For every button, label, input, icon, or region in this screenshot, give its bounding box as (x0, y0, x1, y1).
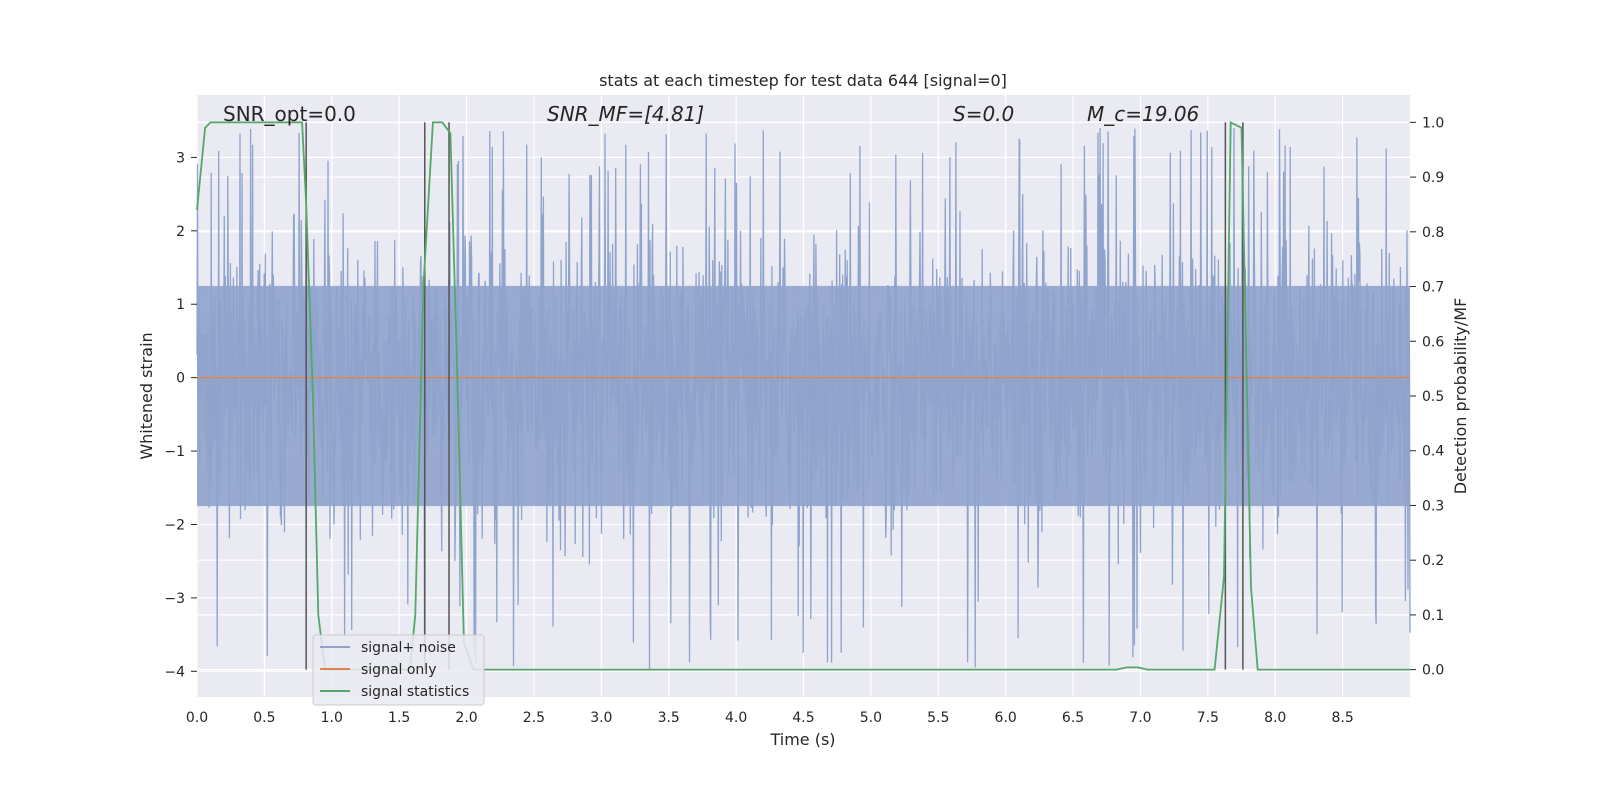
x-tick-label: 3.5 (658, 710, 680, 726)
x-axis-title: Time (s) (769, 730, 835, 749)
y-tick-label: −4 (164, 664, 185, 680)
legend-label-signal: signal only (361, 662, 436, 678)
series-signal-statistics (196, 120, 1410, 671)
annotation-s: S=0.0 (953, 102, 1014, 126)
y2-tick-label: 0.9 (1422, 170, 1444, 186)
x-tick-label: 5.0 (860, 710, 882, 726)
legend-label-stats: signal statistics (361, 684, 469, 700)
y2-tick-label: 0.2 (1422, 553, 1444, 569)
chart-title: stats at each timestep for test data 644… (599, 71, 1007, 90)
y2-axis-ticks: 1.0 0.9 0.8 0.7 0.6 0.5 0.4 0.3 0.2 0.1 0.0 (1410, 115, 1444, 679)
y-tick-label: 3 (176, 150, 185, 166)
y2-tick-label: 0.5 (1422, 389, 1444, 405)
x-axis-ticks: 0.0 0.5 1.0 1.5 2.0 2.5 3.0 3.5 4.0 4.5 5.0 5.5 6.0 6… (186, 710, 1354, 726)
x-tick-label: 0.5 (253, 710, 275, 726)
y-tick-label: 1 (176, 297, 185, 313)
x-tick-label: 2.5 (523, 710, 545, 726)
y2-tick-label: 1.0 (1422, 115, 1444, 131)
y2-tick-label: 0.3 (1422, 498, 1444, 514)
x-tick-label: 1.0 (321, 710, 343, 726)
y-axis-title: Whitened strain (137, 332, 156, 459)
x-tick-label: 4.5 (792, 710, 814, 726)
x-tick-label: 4.0 (725, 710, 747, 726)
y-tick-label: 0 (176, 371, 185, 387)
x-tick-label: 7.0 (1129, 710, 1151, 726)
y-axis-ticks: 3 2 1 0 −1 −2 −3 −4 (164, 150, 197, 680)
legend: signal+ noise signal only signal statist… (312, 634, 485, 706)
x-tick-label: 5.5 (927, 710, 949, 726)
y2-tick-label: 0.8 (1422, 225, 1444, 241)
x-tick-label: 1.5 (388, 710, 410, 726)
noise-trace (196, 127, 1411, 671)
y2-tick-label: 0.6 (1422, 334, 1444, 350)
annotation-snr-mf: SNR_MF=[4.81] (547, 102, 704, 126)
legend-label-noise: signal+ noise (361, 640, 456, 656)
y2-axis-title: Detection probability/MF (1451, 298, 1470, 495)
x-tick-label: 8.5 (1331, 710, 1353, 726)
y2-tick-label: 0.7 (1422, 280, 1444, 296)
x-tick-label: 6.5 (1062, 710, 1084, 726)
y-tick-label: −1 (164, 444, 185, 460)
x-tick-label: 0.0 (186, 710, 208, 726)
x-tick-label: 6.0 (995, 710, 1017, 726)
y-tick-label: 2 (176, 224, 185, 240)
annotation-mc: M_c=19.06 (1087, 102, 1199, 126)
y2-tick-label: 0.0 (1422, 663, 1444, 679)
annotation-snr-opt: SNR_opt=0.0 (223, 102, 356, 126)
series-signal-noise (196, 127, 1411, 671)
y-tick-label: −2 (164, 517, 185, 533)
x-tick-label: 7.5 (1197, 710, 1219, 726)
y2-tick-label: 0.4 (1422, 444, 1444, 460)
x-tick-label: 3.0 (590, 710, 612, 726)
y-tick-label: −3 (164, 591, 185, 607)
legend-box (312, 634, 485, 706)
y2-tick-label: 0.1 (1422, 608, 1444, 624)
annotations: SNR_opt=0.0 SNR_MF=[4.81] S=0.0 M_c=19.0… (223, 102, 1199, 126)
x-tick-label: 2.0 (455, 710, 477, 726)
x-tick-label: 8.0 (1264, 710, 1286, 726)
